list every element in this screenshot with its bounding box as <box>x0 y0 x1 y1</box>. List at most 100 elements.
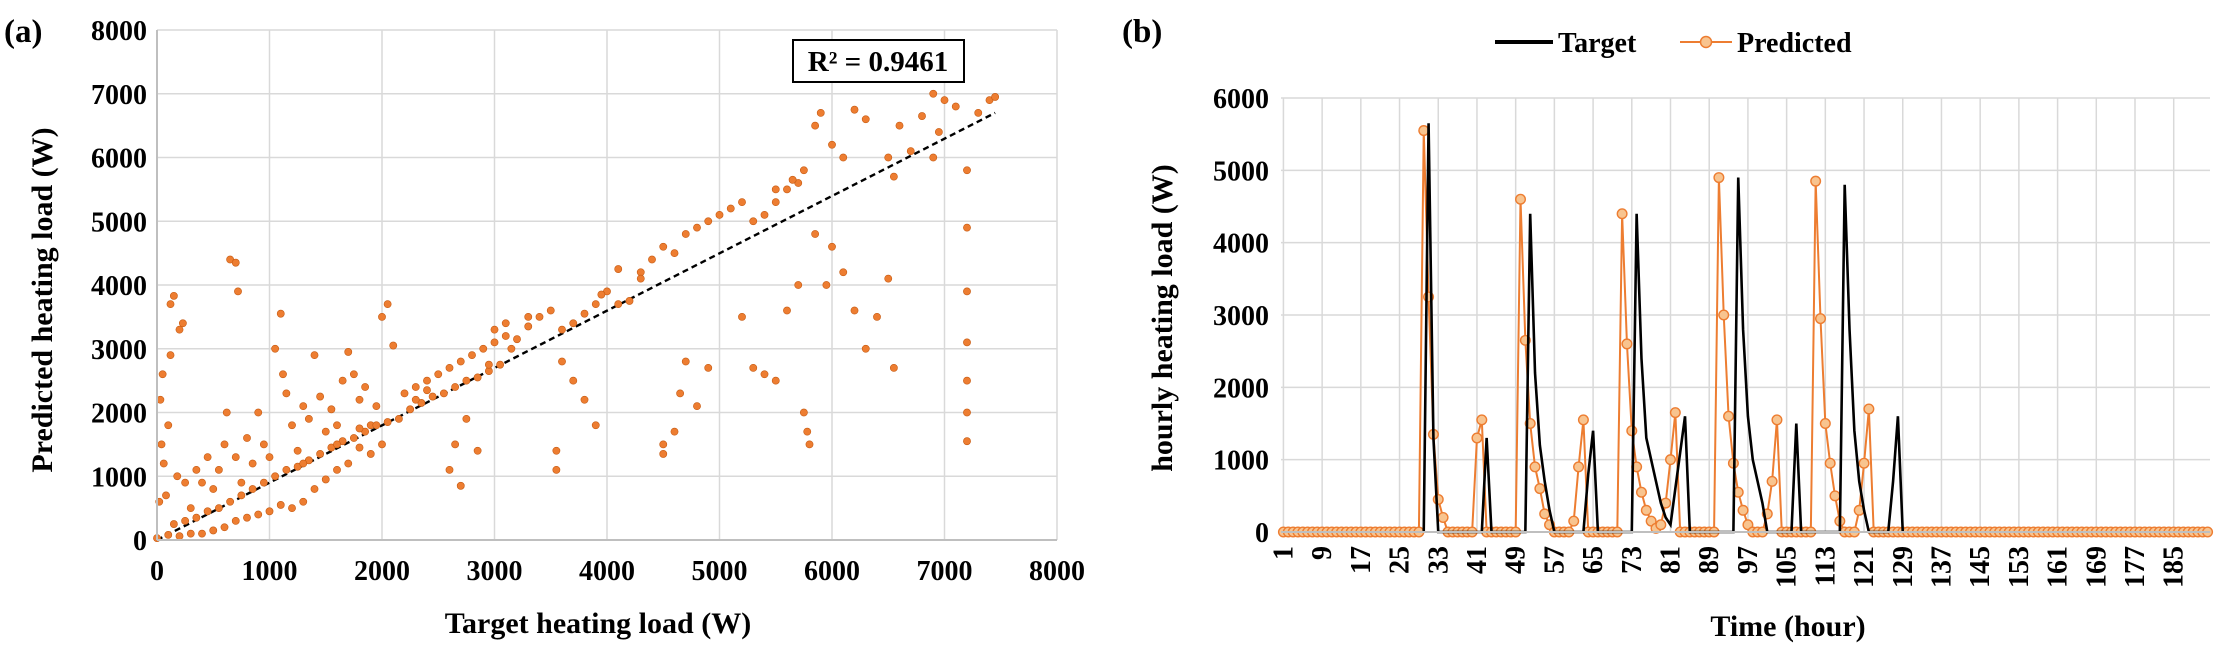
chart-b-xtick-label: 9 <box>1307 546 1338 560</box>
predicted-point <box>1829 490 1841 502</box>
scatter-point <box>569 319 578 328</box>
chart-a-xtick-label: 1000 <box>242 556 298 587</box>
scatter-point <box>372 402 381 411</box>
chart-a-xtick-label: 7000 <box>917 556 973 587</box>
scatter-point <box>839 268 848 277</box>
scatter-point <box>434 370 443 379</box>
predicted-point <box>1640 504 1652 516</box>
scatter-point <box>783 185 791 194</box>
chart-a-xtick-label: 5000 <box>692 556 748 587</box>
scatter-point <box>591 421 600 430</box>
scatter-point <box>889 172 898 181</box>
r2-box <box>792 39 965 83</box>
scatter-point <box>659 450 668 458</box>
scatter-point <box>209 526 218 535</box>
scatter-point <box>963 338 971 347</box>
scatter-point <box>265 507 274 516</box>
scatter-point <box>271 344 280 353</box>
chart-a-ytick-label: 6000 <box>91 144 147 175</box>
scatter-point <box>473 446 482 455</box>
scatter-point <box>558 357 566 366</box>
scatter-point <box>445 465 454 474</box>
scatter-point <box>693 223 701 232</box>
predicted-point <box>1534 483 1546 495</box>
scatter-point <box>220 523 229 532</box>
scatter-point <box>929 153 938 162</box>
chart-a-ytick-label: 8000 <box>91 16 147 47</box>
legend-target-label: Target <box>1558 28 1637 59</box>
predicted-point <box>1635 486 1647 498</box>
scatter-point <box>243 434 251 442</box>
scatter-point <box>861 344 870 353</box>
scatter-point <box>839 153 848 162</box>
scatter-point <box>234 287 242 296</box>
scatter-point <box>445 363 454 372</box>
scatter-point <box>828 140 836 149</box>
predicted-point <box>1577 414 1589 426</box>
scatter-point <box>316 450 325 458</box>
scatter-point <box>237 478 246 487</box>
scatter-point <box>222 408 231 417</box>
chart-b-xtick-label: 97 <box>1733 546 1764 574</box>
chart-a-xtick-label: 3000 <box>467 556 523 587</box>
scatter-point <box>423 386 431 395</box>
scatter-point <box>186 529 195 538</box>
scatter-point <box>681 357 690 366</box>
scatter-point <box>861 115 870 124</box>
predicted-point <box>1655 519 1667 531</box>
scatter-point <box>299 497 308 506</box>
scatter-point <box>468 351 476 360</box>
chart-b-xtick-label: 177 <box>2120 546 2151 588</box>
scatter-point <box>203 507 212 516</box>
chart-b-xtick-label: 129 <box>1888 546 1919 588</box>
scatter-point <box>378 440 386 449</box>
predicted-point <box>1432 493 1444 505</box>
chart-b-xticks: 1 9 17 25 33 41 49 57 65 73 81 89 97 105 113 121 129 137 1… <box>1268 546 2189 588</box>
scatter-point <box>552 446 561 455</box>
chart-b-xtick-label: 169 <box>2081 546 2112 588</box>
scatter-point <box>411 383 420 391</box>
scatter-point <box>788 175 797 184</box>
chart-b-ytick-label: 1000 <box>1213 446 1269 477</box>
predicted-point <box>1476 414 1488 426</box>
scatter-point <box>214 465 223 474</box>
scatter-point <box>794 281 803 289</box>
scatter-point <box>749 363 758 372</box>
scatter-point <box>681 230 690 238</box>
predicted-point <box>1621 338 1633 350</box>
scatter-point <box>344 348 353 356</box>
scatter-point <box>282 465 291 474</box>
scatter-point <box>220 440 229 449</box>
scatter-point <box>597 290 606 299</box>
legend-predicted-marker <box>1699 35 1713 49</box>
scatter-point <box>186 504 195 513</box>
chart-b-xtick-label: 1 <box>1268 546 1299 560</box>
scatter-point <box>929 89 938 98</box>
scatter-point <box>704 363 713 372</box>
chart-b-xtick-label: 73 <box>1617 546 1648 574</box>
scatter-point <box>293 446 302 455</box>
predicted-point <box>1573 461 1585 473</box>
scatter-point <box>299 459 308 468</box>
scatter-point <box>162 491 170 500</box>
scatter-point <box>310 351 319 360</box>
chart-a-xtick-label: 0 <box>150 556 164 587</box>
chart-b-target-series <box>1422 123 1905 534</box>
scatter-point <box>164 421 173 430</box>
chart-b-ytick-label: 4000 <box>1213 229 1269 260</box>
scatter-point <box>799 166 808 175</box>
chart-a-ylabel: Predicted heating load (W) <box>26 127 59 472</box>
chart-a-ytick-label: 1000 <box>91 462 147 493</box>
predicted-line <box>1283 130 2208 533</box>
scatter-point <box>569 376 578 385</box>
scatter-point <box>259 478 268 487</box>
chart-b-xtick-label: 105 <box>1772 546 1803 588</box>
chart-b-ytick-label: 0 <box>1255 518 1269 549</box>
scatter-point <box>178 319 187 328</box>
scatter-point <box>406 405 415 414</box>
scatter-point <box>963 223 971 232</box>
scatter-point <box>873 312 881 321</box>
scatter-point <box>496 360 505 369</box>
scatter-point <box>248 485 257 493</box>
predicted-point <box>1766 475 1778 487</box>
